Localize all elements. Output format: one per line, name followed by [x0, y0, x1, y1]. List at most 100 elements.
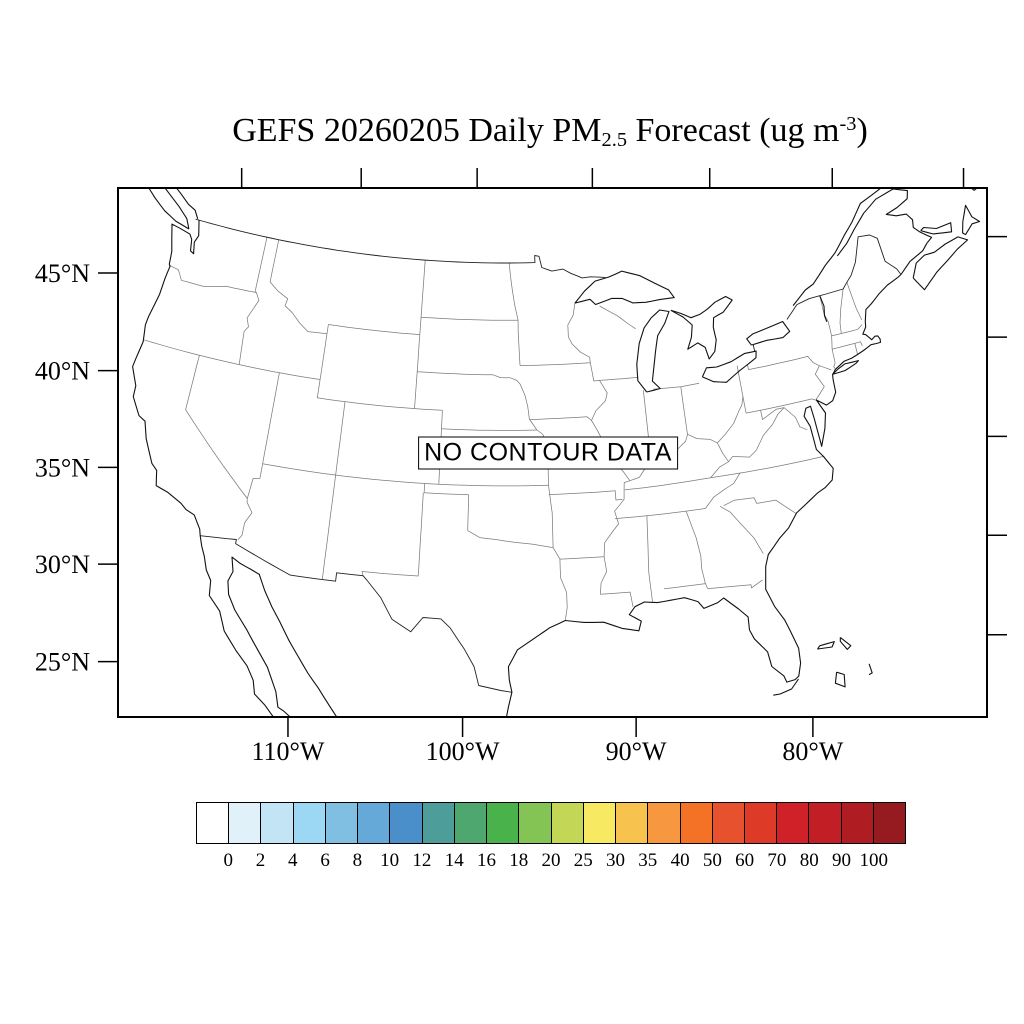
state-border-path: [710, 455, 825, 479]
state-border-path: [548, 490, 623, 501]
axis-ticks: 45°N 40°N 35°N 30°N 25°N 110°W 100°W 90°W 80°W: [35, 168, 1007, 766]
lat-tick-label: 40°N: [35, 357, 90, 386]
state-border-path: [508, 262, 519, 321]
coastline-path: [920, 222, 953, 235]
state-border-path: [646, 515, 653, 602]
colorbar-cell: [873, 803, 906, 843]
coastline-path: [836, 188, 933, 257]
no-contour-data-label: NO CONTOUR DATA: [418, 436, 678, 470]
state-border-path: [831, 349, 836, 369]
state-border-path: [680, 386, 688, 435]
coastline-path: [636, 309, 670, 393]
state-border-path: [832, 341, 861, 350]
state-border-path: [719, 505, 764, 554]
colorbar-label: 30: [606, 850, 625, 871]
lat-tick-label: 45°N: [35, 259, 90, 288]
state-border-path: [664, 583, 709, 590]
coastline-path: [746, 320, 791, 346]
coastline-path: [574, 270, 675, 306]
coastline-path: [819, 295, 828, 322]
state-border-path: [467, 530, 554, 548]
lat-tick-label: 30°N: [35, 550, 90, 579]
state-border-path: [846, 282, 863, 321]
state-border-path: [441, 428, 537, 431]
colorbar-cell: [616, 803, 649, 843]
colorbar-label: 18: [509, 850, 529, 871]
coastline-path: [970, 188, 979, 191]
state-border-path: [361, 492, 424, 577]
state-border-path: [519, 362, 591, 366]
state-border-path: [423, 483, 426, 493]
coastline-path: [912, 236, 969, 291]
coastline-path: [148, 188, 190, 230]
lat-tick-label: 35°N: [35, 453, 90, 482]
colorbar-label: 25: [573, 850, 593, 871]
state-border-path: [685, 510, 706, 584]
colorbar-label: 2: [255, 850, 266, 871]
title-subscript: 2.5: [601, 129, 628, 152]
state-border-path: [615, 508, 706, 519]
lon-tick-label: 100°W: [426, 737, 500, 766]
state-border-path: [723, 497, 797, 514]
colorbar-label: 50: [702, 850, 722, 871]
state-border-path: [321, 401, 346, 580]
colorbar-label: 90: [832, 850, 851, 871]
lat-tick-label: 25°N: [35, 648, 90, 677]
colorbar-cell: [551, 803, 584, 843]
lon-tick-label: 80°W: [782, 737, 843, 766]
colorbar-cell: [197, 803, 230, 843]
state-border-path: [707, 579, 763, 589]
colorbar-cell: [680, 803, 713, 843]
state-border-path: [653, 382, 700, 390]
state-border-path: [732, 407, 785, 458]
colorbar-cell: [293, 803, 326, 843]
colorbar-label: 100: [859, 850, 888, 871]
coastline-path: [701, 350, 757, 383]
state-border-path: [717, 396, 744, 444]
colorbar-label: 40: [670, 850, 690, 871]
coastline-path: [868, 663, 873, 676]
colorbar-cell: [261, 803, 294, 843]
colorbar-cell: [841, 803, 874, 843]
state-border-path: [600, 591, 634, 607]
lon-tick-label: 90°W: [606, 737, 667, 766]
colorbar-cell: [519, 803, 552, 843]
state-border-path: [854, 343, 858, 355]
state-border-path: [417, 371, 521, 385]
colorbar-cell: [648, 803, 681, 843]
colorbar-cell: [358, 803, 391, 843]
map-geometry: [132, 188, 981, 717]
coastline-path: [132, 220, 338, 717]
colorbar-cell: [777, 803, 810, 843]
colorbar-cell: [229, 803, 262, 843]
page-title: GEFS 20260205 Daily PM2.5 Forecast (ug m…: [232, 112, 868, 152]
state-border-path: [599, 376, 639, 381]
state-border-path: [548, 485, 554, 548]
colorbar-label: 14: [444, 850, 464, 871]
state-border-path: [168, 264, 257, 293]
country-border-path: [786, 234, 902, 320]
colorbar-cell: [809, 803, 842, 843]
state-border-path: [746, 398, 812, 414]
state-border-path: [559, 556, 605, 560]
state-border-path: [599, 305, 636, 330]
colorbar-label: 4: [288, 850, 298, 871]
state-border-path: [517, 320, 521, 366]
coastline-path: [834, 671, 846, 688]
colorbar-label: 8: [352, 850, 363, 871]
state-border-path: [316, 379, 443, 411]
state-border-path: [814, 365, 825, 401]
state-border-path: [559, 559, 568, 621]
colorbar-label: 6: [320, 850, 330, 871]
state-border-path: [424, 492, 470, 531]
colorbar-cell: [487, 803, 520, 843]
colorbar-cell: [583, 803, 617, 843]
state-border-path: [552, 547, 561, 560]
colorbar-cell: [390, 803, 423, 843]
coastline-path: [792, 188, 882, 306]
state-border-path: [328, 324, 420, 335]
coastline-path: [962, 204, 981, 236]
colorbar-cell: [325, 803, 359, 843]
colorbar-label: 35: [638, 850, 658, 871]
state-border-path: [262, 463, 549, 487]
